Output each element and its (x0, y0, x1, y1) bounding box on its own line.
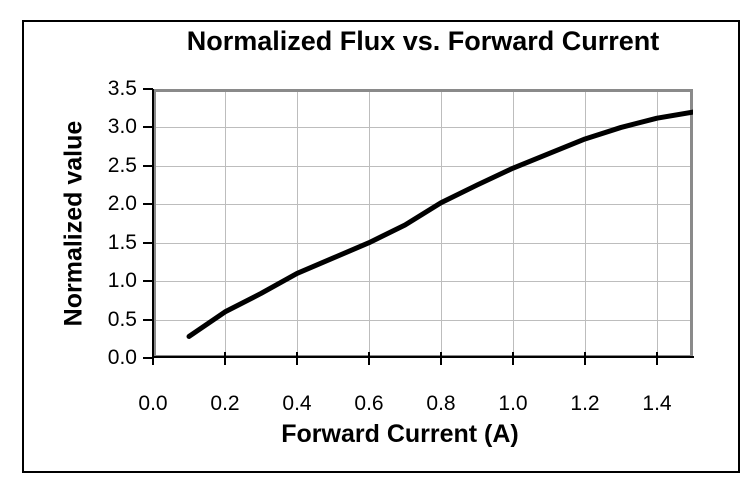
gridline-horizontal (153, 242, 693, 244)
y-tick-label: 2.5 (107, 153, 137, 177)
x-tick-mark (584, 352, 586, 365)
gridline-horizontal (153, 319, 693, 321)
y-tick-mark (143, 126, 153, 129)
x-tick-label: 0.2 (210, 392, 240, 415)
x-ticks (152, 352, 693, 365)
y-ticks (143, 88, 153, 359)
x-tick-label: 0.6 (354, 392, 384, 415)
y-tick-label: 3.0 (107, 115, 137, 139)
gridline-vertical (657, 89, 658, 358)
gridline-vertical (297, 89, 298, 358)
y-tick-labels: 0.0 0.5 1.0 1.5 2.0 2.5 3.0 3.5 (82, 77, 137, 369)
y-tick-label: 0.0 (107, 346, 137, 369)
gridline-vertical (513, 89, 514, 358)
x-axis-line (152, 356, 694, 358)
gridline-vertical (441, 89, 442, 358)
x-tick-label: 0.0 (138, 392, 168, 415)
y-tick-label: 1.5 (107, 230, 137, 254)
x-tick-mark (152, 352, 154, 365)
x-tick-label: 1.2 (570, 392, 600, 415)
y-tick-label: 1.0 (107, 269, 137, 293)
gridline-horizontal (153, 127, 693, 129)
x-tick-label: 1.0 (498, 392, 528, 415)
gridline-horizontal (153, 165, 693, 167)
chart-title: Normalized Flux vs. Forward Current (186, 26, 660, 56)
x-tick-mark (224, 352, 226, 365)
y-tick-label: 2.0 (107, 192, 137, 216)
gridline-vertical (225, 89, 226, 358)
x-tick-label: 0.4 (282, 392, 312, 415)
flux-curve-line (189, 112, 693, 336)
x-tick-mark (440, 352, 442, 365)
x-tick-label: 0.8 (426, 392, 456, 415)
y-tick-mark (143, 164, 153, 167)
gridline-horizontal (153, 204, 693, 206)
x-tick-mark (512, 352, 514, 365)
y-tick-mark (143, 357, 153, 359)
gridline-horizontal (153, 281, 693, 283)
x-tick-mark (296, 352, 298, 365)
y-axis-title-text: Normalized value (59, 120, 88, 327)
gridline-vertical (369, 89, 370, 358)
plot-area (153, 89, 693, 358)
y-tick-mark (143, 203, 153, 206)
x-tick-labels: 0.0 0.2 0.4 0.6 0.8 1.0 1.2 1.4 (138, 392, 693, 418)
y-tick-mark (143, 318, 153, 321)
x-tick-mark (368, 352, 370, 365)
y-tick-mark (143, 280, 153, 283)
y-axis-title: Normalized value (52, 89, 96, 358)
x-tick-label: 1.4 (642, 392, 672, 415)
grid-layer (153, 89, 693, 358)
y-tick-mark (143, 241, 153, 244)
curve-layer (153, 89, 693, 358)
y-tick-label: 0.5 (107, 307, 137, 331)
gridline-vertical (585, 89, 586, 358)
y-tick-label: 3.5 (107, 77, 137, 100)
y-tick-mark (143, 88, 153, 90)
x-axis-title: Forward Current (A) (281, 420, 519, 448)
x-tick-mark (656, 352, 658, 365)
y-axis-line (152, 89, 154, 359)
